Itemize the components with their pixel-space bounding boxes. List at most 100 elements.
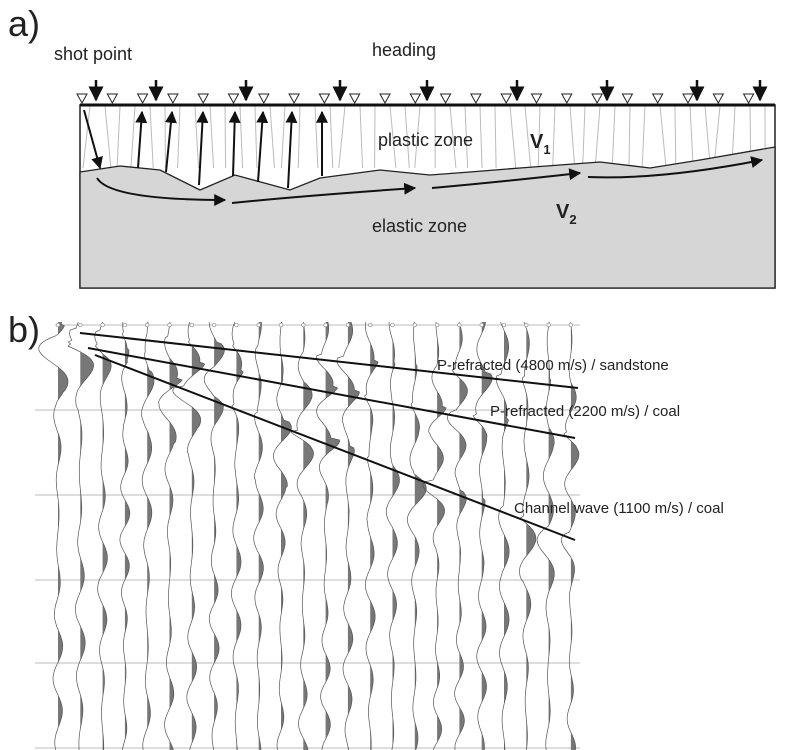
trace-fill [102, 322, 112, 750]
faint-ray [254, 105, 258, 169]
trace-fill [481, 322, 493, 750]
faint-ray [704, 105, 711, 169]
trace-head [479, 322, 484, 328]
trace-head [301, 322, 306, 328]
faint-ray [82, 105, 91, 169]
trace-wiggle [172, 321, 206, 750]
geophone [136, 93, 149, 105]
geophone [106, 93, 119, 105]
trace-fill [236, 322, 244, 750]
faint-ray [494, 105, 497, 169]
arrival-lines [79, 332, 579, 541]
trace-fill [414, 322, 427, 750]
geophone [651, 93, 664, 105]
trace-head [234, 322, 239, 328]
trace-head [145, 322, 150, 328]
faint-ray [449, 105, 457, 169]
trace-wiggle [407, 321, 427, 750]
trace-wiggle [67, 321, 94, 750]
faint-ray [611, 105, 616, 169]
v1-label: V1 [530, 131, 551, 157]
trace-fill [191, 322, 205, 750]
geophone [560, 93, 573, 105]
plastic-zone-label: plastic zone [378, 130, 473, 150]
geophone [288, 93, 300, 105]
trace-head [345, 322, 351, 328]
faint-ray [338, 105, 346, 169]
panel-b: b) P-refracted (4800 m/s) / sandstone P-… [8, 309, 724, 750]
panel-label: a) [8, 3, 40, 44]
trace-fill [347, 322, 360, 750]
trace-wiggle [536, 321, 555, 750]
geophone [742, 93, 755, 105]
trace-head [122, 322, 128, 328]
geophone [621, 93, 634, 105]
ray-arrows [83, 109, 764, 206]
faint-ray [329, 105, 334, 169]
trace-wiggle [422, 321, 447, 750]
geophone [227, 93, 240, 105]
faint-ray [269, 105, 275, 169]
panel-a: a) shot point heading plastic zone V1 el… [8, 3, 776, 289]
geophone [318, 93, 331, 105]
trace-head [524, 322, 529, 328]
geophone [197, 93, 210, 105]
trace-fill [437, 322, 447, 750]
faint-ray [209, 105, 215, 169]
faint-ray [414, 105, 421, 169]
trace-wiggle [158, 321, 183, 750]
faint-ray [628, 105, 631, 169]
faint-ray [389, 105, 397, 169]
shot-arrows [88, 80, 768, 102]
trace-head [501, 322, 507, 328]
geophone [379, 93, 391, 105]
geophone [439, 93, 452, 105]
faint-ray [149, 105, 154, 169]
v1-subscript: 1 [543, 142, 550, 157]
faint-ray [524, 105, 532, 169]
faint-ray [464, 105, 469, 169]
trace-head [323, 322, 328, 328]
trace-head [55, 322, 61, 328]
trace-wiggle [273, 321, 292, 750]
elastic-zone [79, 146, 776, 289]
elastic-zone-label: elastic zone [372, 216, 467, 236]
faint-ray [194, 105, 200, 169]
faint-ray [594, 105, 601, 169]
geophone [500, 93, 513, 105]
trace-head [457, 322, 462, 328]
geophone [682, 93, 694, 105]
seismic-traces [38, 321, 580, 750]
trace-fill [58, 322, 68, 750]
trace-wiggle [472, 321, 493, 750]
faint-ray [674, 105, 677, 169]
trace-head [189, 322, 194, 328]
geophone [409, 93, 422, 105]
v2-label: V2 [556, 201, 577, 227]
background-rays [82, 105, 766, 169]
faint-ray [582, 105, 586, 169]
faint-ray [177, 105, 181, 169]
shot-point-label: shot point [54, 44, 132, 64]
trace-fill [214, 322, 225, 750]
faint-ray [359, 105, 364, 169]
trace-wiggle [253, 321, 264, 750]
trace-wiggle [364, 321, 379, 750]
faint-ray [641, 105, 646, 169]
trace-head [78, 322, 83, 328]
geophone [530, 93, 543, 105]
trace-head [100, 322, 105, 328]
annotation: P-refracted (4800 m/s) / sandstone [437, 357, 669, 374]
faint-ray [224, 105, 227, 169]
faint-ray [509, 105, 517, 169]
trace-wiggle [336, 321, 360, 750]
trace-head [211, 322, 217, 328]
faint-ray [130, 105, 136, 169]
geophone [76, 93, 88, 105]
faint-ray [280, 105, 286, 169]
trace-fill [370, 322, 379, 750]
heading-label: heading [372, 40, 436, 60]
trace-wiggle [385, 322, 400, 750]
trace-head [412, 322, 417, 328]
trace-fill [147, 322, 154, 750]
